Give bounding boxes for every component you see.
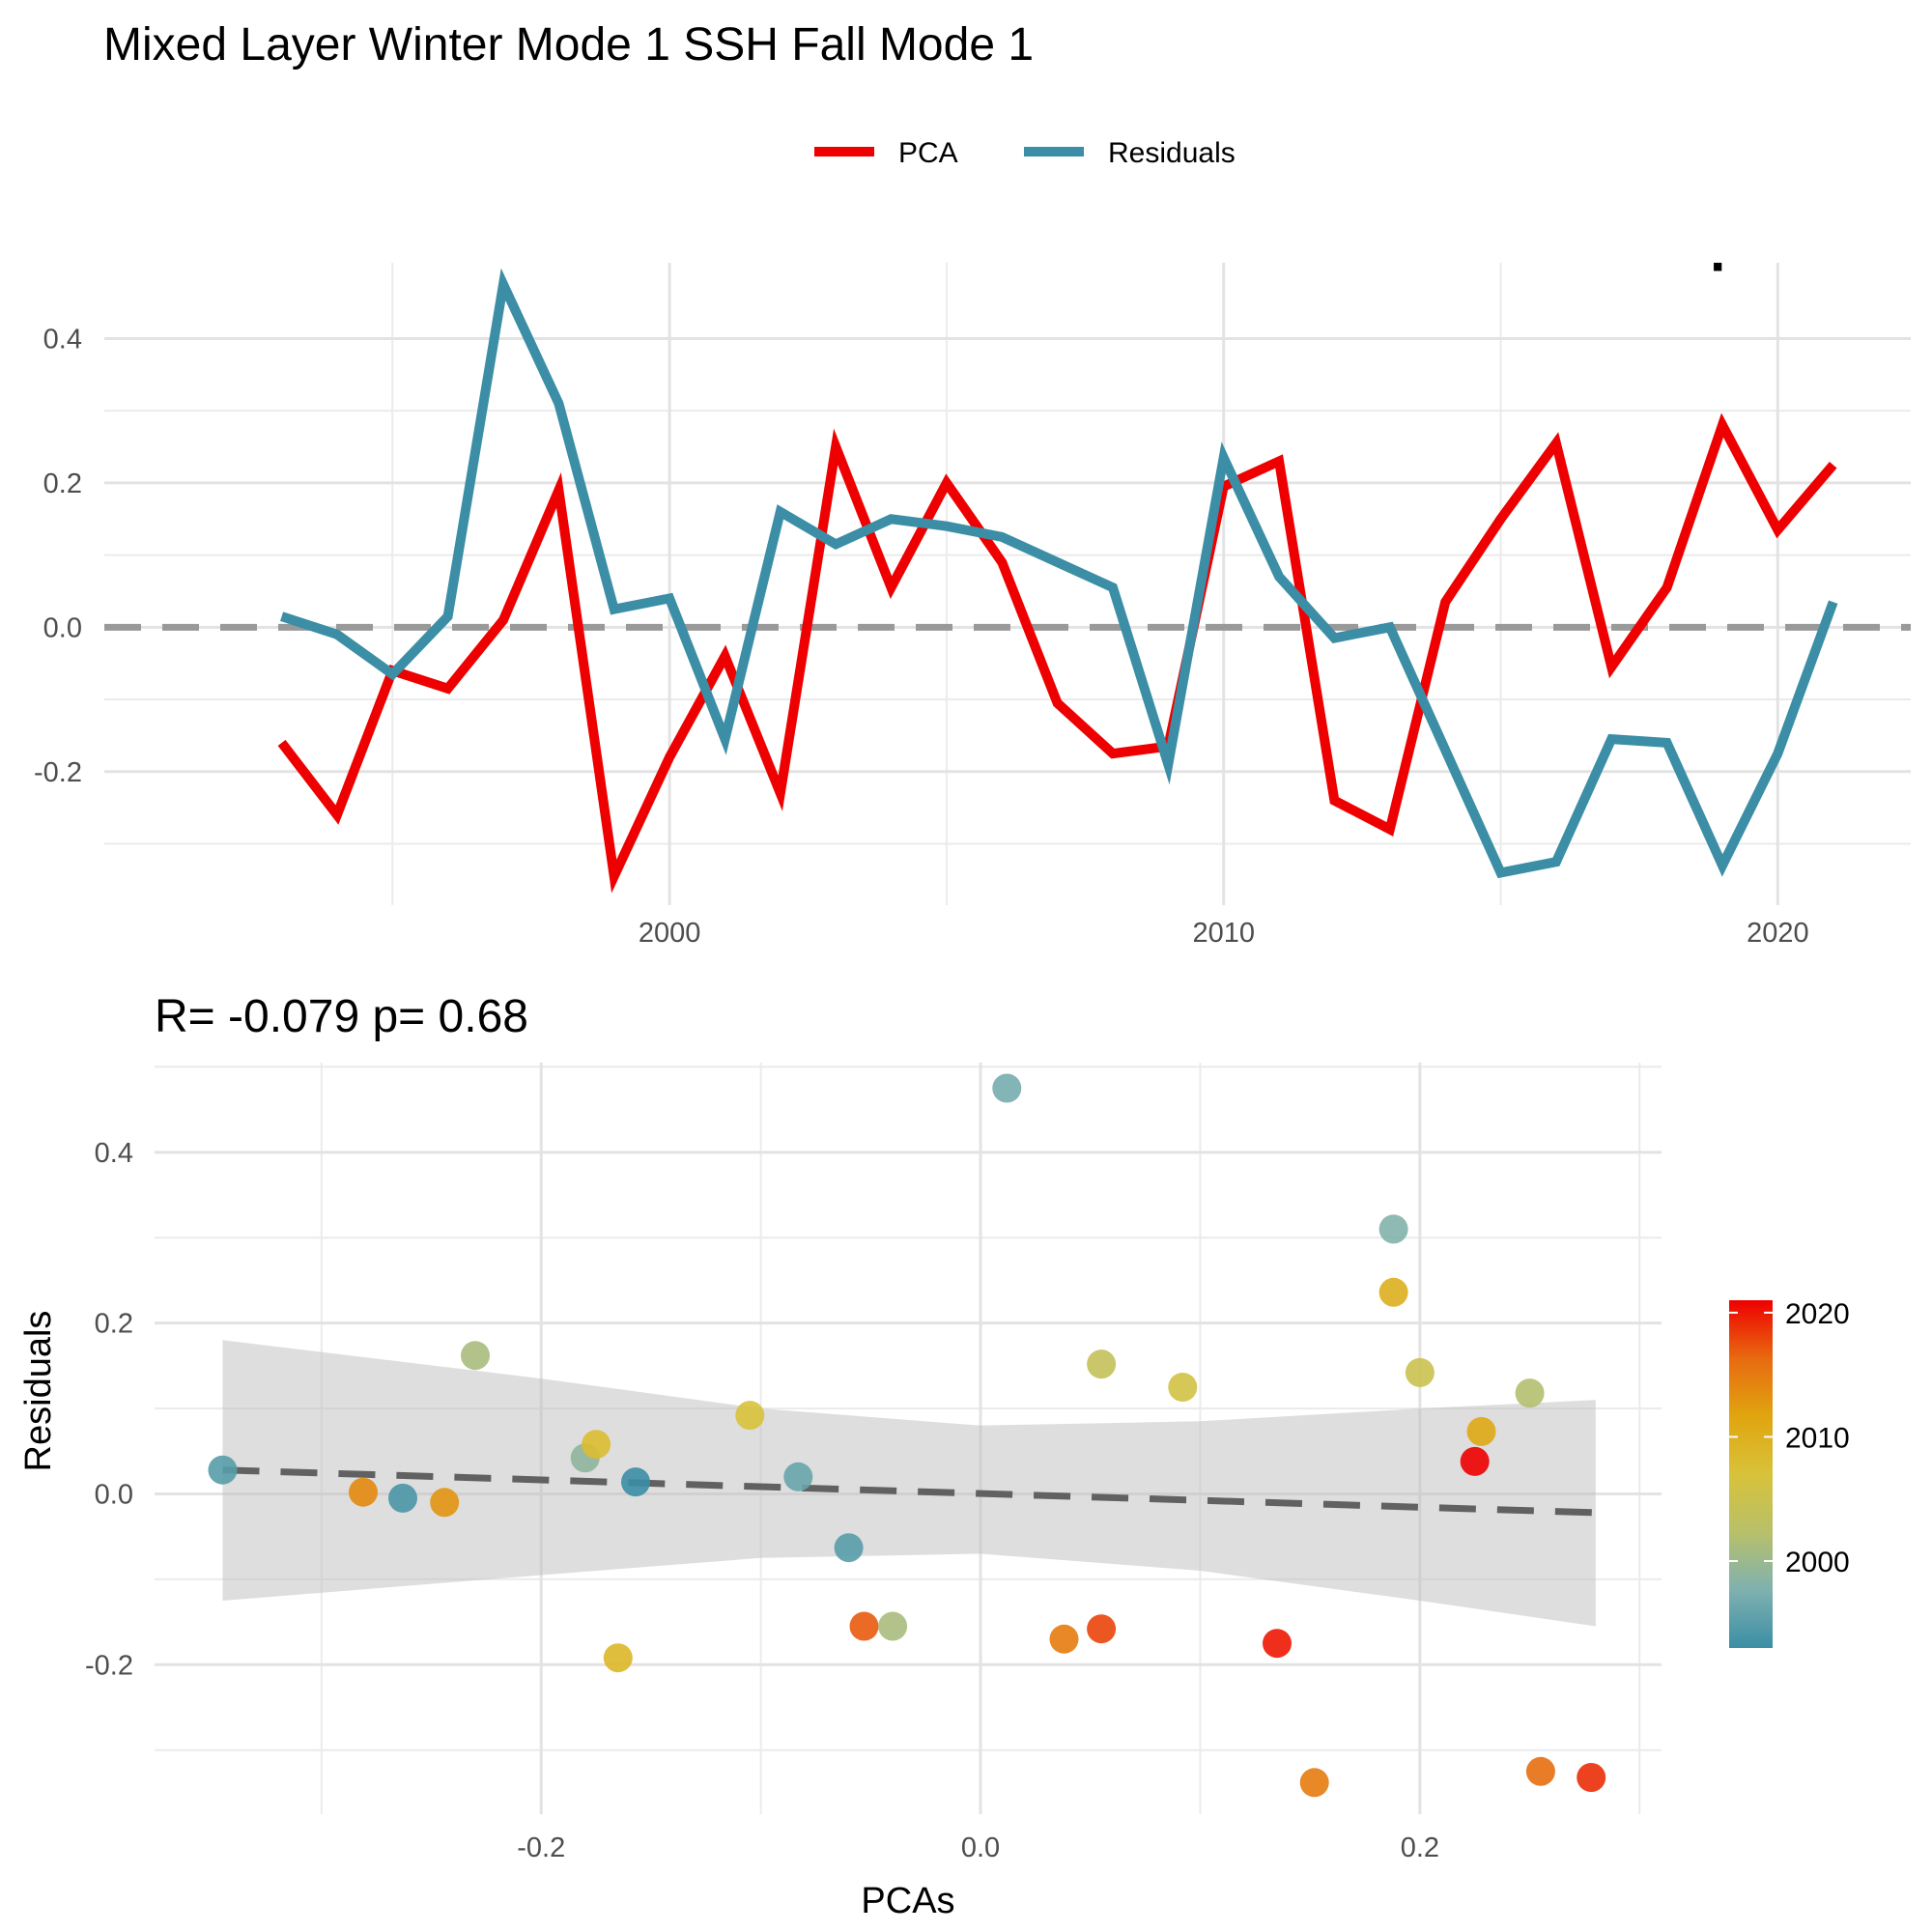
colorbar-ticks: 2020 2010 2000 [1729, 1298, 1850, 1578]
colorbar-gradient [1729, 1300, 1773, 1648]
scatter-point [461, 1341, 490, 1371]
legend-residuals-label: Residuals [1108, 137, 1236, 169]
scatter-point [735, 1401, 765, 1431]
x-tick-label: 2000 [639, 918, 701, 949]
scatter-point [1378, 1277, 1408, 1307]
colorbar-label: 2010 [1785, 1422, 1850, 1454]
scatter-point [878, 1611, 908, 1641]
x-tick-label: -0.2 [517, 1833, 565, 1863]
scatter-point [783, 1462, 813, 1492]
scatter-point [1168, 1373, 1198, 1402]
colorbar-label: 2020 [1785, 1298, 1850, 1330]
scatter-point [1087, 1614, 1117, 1644]
scatter-point [349, 1477, 378, 1507]
scatter-point [388, 1483, 417, 1513]
scatter-point [603, 1643, 633, 1673]
confidence-band [222, 1340, 1596, 1627]
y-axis-title: Residuals [18, 1311, 59, 1472]
scatter-point [1087, 1350, 1117, 1379]
y-tick-label: 0.4 [95, 1138, 133, 1169]
colorbar-label: 2000 [1785, 1547, 1850, 1578]
legend-pca-label: PCA [898, 137, 958, 169]
scatter-point [1263, 1629, 1292, 1659]
legend: PCA Residuals [814, 137, 1236, 169]
time-series-tick-labels: -0.2 0.0 0.2 0.4 2000 2010 2020 [34, 324, 1809, 949]
scatter-point [992, 1073, 1022, 1103]
x-tick-label: 2010 [1192, 918, 1255, 949]
x-tick-label: 0.2 [1401, 1833, 1439, 1863]
scatter-point [1525, 1756, 1555, 1786]
scatter-point [1378, 1214, 1408, 1244]
y-tick-label: 0.0 [43, 612, 82, 643]
x-tick-label: 2020 [1747, 918, 1809, 949]
x-tick-label: 0.0 [961, 1833, 1000, 1863]
scatter-point [1466, 1416, 1496, 1446]
time-series-panel: -0.2 0.0 0.2 0.4 2000 2010 2020 R= -0.079 p= 0… [34, 207, 1911, 949]
scatter-point [621, 1467, 650, 1497]
scatter-title: R= -0.079 p= 0.68 [155, 991, 528, 1042]
y-tick-label: -0.2 [34, 757, 82, 788]
colorbar: 2020 2010 2000 [1729, 1298, 1850, 1648]
scatter-point [834, 1533, 864, 1563]
scatter-point [1405, 1357, 1435, 1387]
figure-title: Mixed Layer Winter Mode 1 SSH Fall Mode … [103, 19, 1034, 71]
scatter-point [208, 1455, 238, 1485]
scatter-point [1460, 1446, 1490, 1476]
x-axis-title: PCAs [861, 1881, 954, 1921]
scatter-panel: R= -0.079 p= 0.68 -0.2 0.0 0.2 0.4 -0.2 0.0 0.… [18, 991, 1662, 1921]
y-tick-label: 0.2 [95, 1309, 133, 1340]
series-line-pca [277, 412, 1837, 894]
scatter-tick-labels: -0.2 0.0 0.2 0.4 -0.2 0.0 0.2 [85, 1138, 1439, 1863]
scatter-point [1515, 1378, 1545, 1408]
time-series-lines [277, 268, 1838, 894]
scatter-point [582, 1430, 611, 1460]
scatter-point [1299, 1768, 1329, 1798]
scatter-point [430, 1488, 460, 1518]
scatter-points [208, 1073, 1606, 1798]
y-tick-label: 0.4 [43, 324, 82, 355]
scatter-point [849, 1611, 879, 1641]
y-tick-label: 0.0 [95, 1479, 133, 1510]
series-line-residuals [280, 268, 1838, 879]
y-tick-label: -0.2 [85, 1650, 133, 1681]
clipped-annotation: R= -0.079 p= 0.68 [1437, 207, 1908, 271]
scatter-point [1577, 1763, 1606, 1792]
scatter-point [1049, 1624, 1079, 1654]
y-tick-label: 0.2 [43, 469, 82, 499]
